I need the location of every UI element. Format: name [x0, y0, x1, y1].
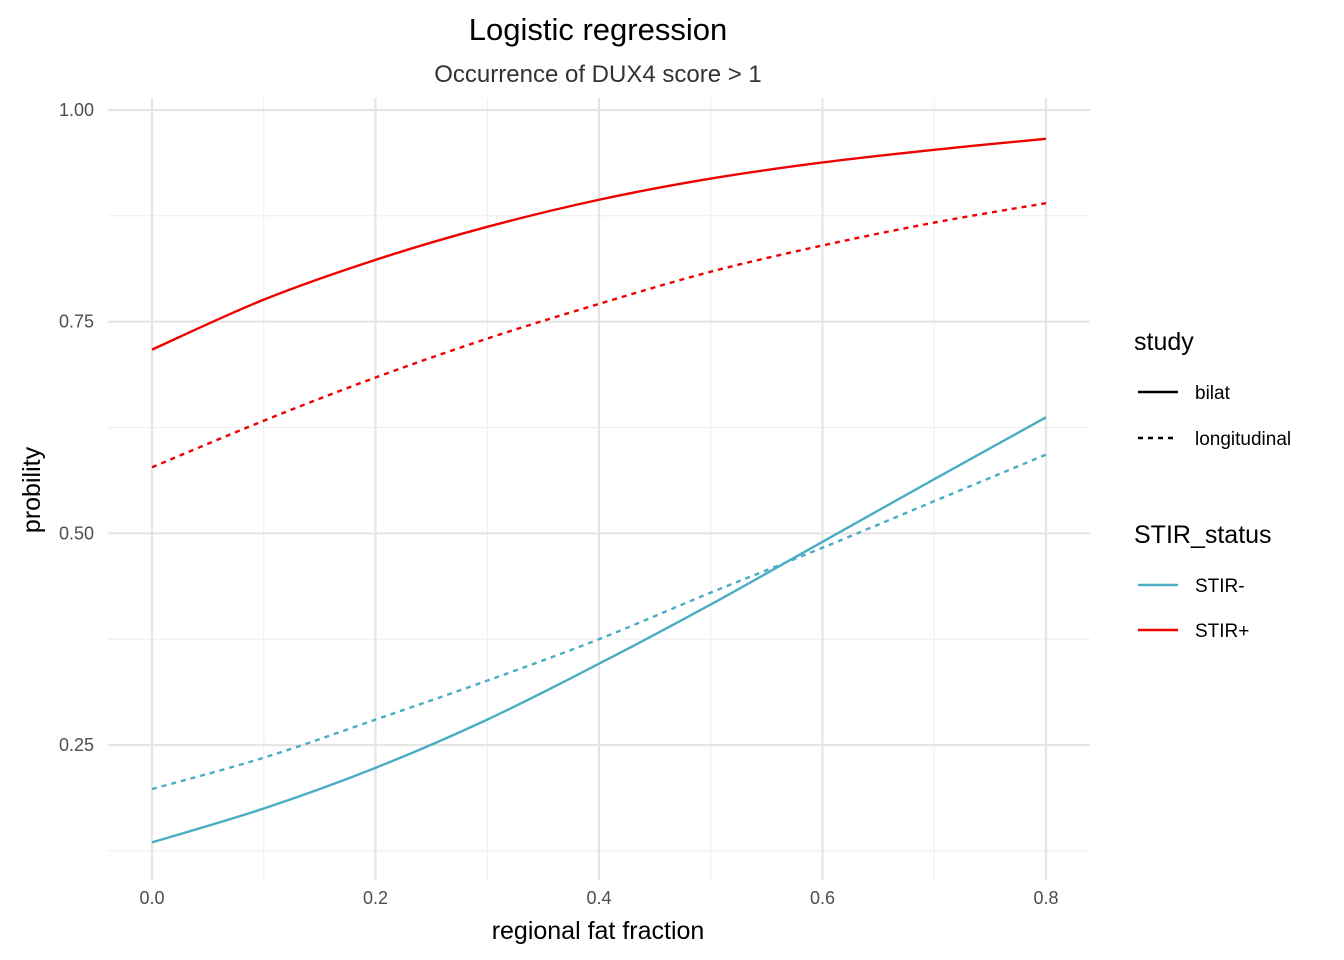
series-line-stir-minus-bilat [151, 416, 1047, 844]
legend-label-bilat: bilat [1195, 383, 1231, 404]
series-layer [151, 137, 1047, 844]
chart-title: Logistic regression [469, 12, 727, 47]
tick-layer: 0.0 0.2 0.4 0.6 0.8 0.25 0.50 0.75 1.00 [59, 100, 1059, 908]
legend-study-title: study [1134, 328, 1194, 356]
legend-stir-status: STIR_status STIR- STIR+ [1134, 521, 1272, 642]
legend-label-stir-minus: STIR- [1195, 576, 1245, 597]
x-tick-label: 0.6 [810, 888, 835, 908]
x-tick-label: 0.4 [586, 888, 611, 908]
y-tick-label: 0.75 [59, 312, 94, 332]
x-axis-title: regional fat fraction [492, 917, 705, 945]
legend-study: study bilat longitudinal [1134, 328, 1291, 450]
x-tick-label: 0.0 [139, 888, 164, 908]
series-line-stir-plus-bilat [151, 137, 1047, 351]
x-tick-label: 0.2 [363, 888, 388, 908]
legend-label-stir-plus: STIR+ [1195, 621, 1249, 642]
chart-subtitle: Occurrence of DUX4 score > 1 [434, 61, 761, 88]
legend-label-longitudinal: longitudinal [1195, 429, 1291, 450]
y-tick-label: 0.50 [59, 523, 94, 543]
x-tick-label: 0.8 [1033, 888, 1058, 908]
y-tick-label: 0.25 [59, 735, 94, 755]
grid-layer [108, 98, 1090, 880]
y-tick-label: 1.00 [59, 100, 94, 120]
legend-stir-status-title: STIR_status [1134, 521, 1272, 549]
y-axis-title: probility [18, 446, 46, 533]
